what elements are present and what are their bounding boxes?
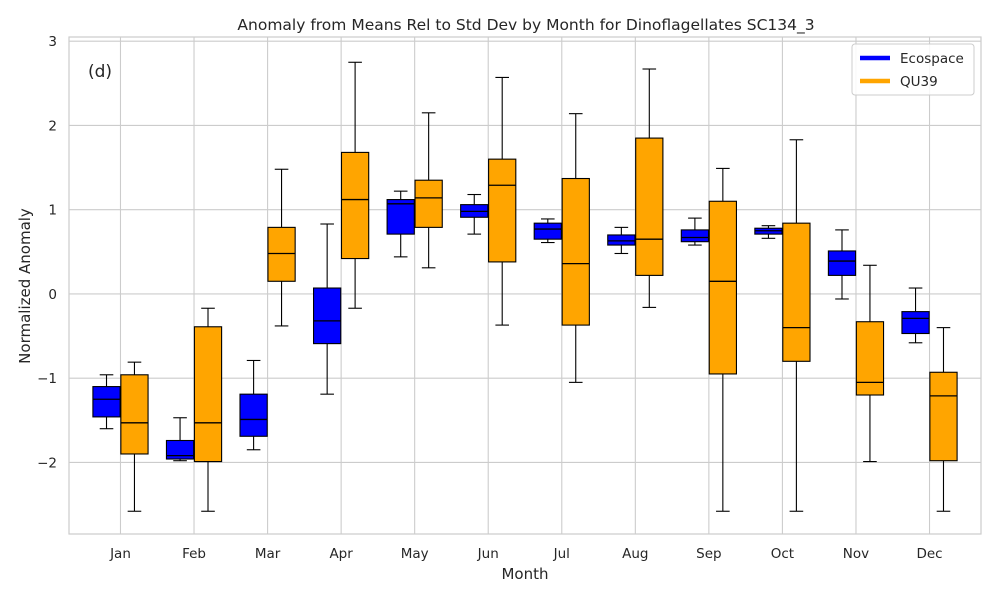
x-tick-label: Jun bbox=[477, 546, 499, 562]
x-tick-label: Aug bbox=[622, 546, 648, 562]
box-qu39-oct bbox=[782, 139, 811, 512]
box-iqr bbox=[120, 374, 149, 455]
box-iqr bbox=[782, 222, 811, 362]
box-ecospace-dec bbox=[901, 287, 930, 344]
boxes bbox=[92, 61, 958, 512]
box-qu39-jul bbox=[561, 113, 590, 383]
y-tick-label: 1 bbox=[48, 203, 57, 219]
box-qu39-aug bbox=[635, 68, 664, 308]
x-tick-label: Jan bbox=[109, 546, 131, 562]
box-iqr bbox=[607, 234, 636, 246]
box-ecospace-mar bbox=[239, 359, 268, 451]
box-qu39-sep bbox=[708, 167, 738, 512]
box-qu39-apr bbox=[340, 61, 370, 309]
box-iqr bbox=[340, 151, 370, 260]
box-qu39-jan bbox=[120, 361, 149, 512]
box-iqr bbox=[193, 326, 223, 463]
y-axis-label: Normalized Anomaly bbox=[16, 208, 34, 364]
box-ecospace-sep bbox=[680, 217, 710, 246]
x-tick-label: Apr bbox=[329, 546, 353, 562]
box-qu39-dec bbox=[929, 327, 958, 512]
x-tick-label: Oct bbox=[771, 546, 794, 562]
x-ticks: Jan Feb Mar Apr May Jun Jul Aug Sep Oct Nov Dec bbox=[109, 546, 943, 562]
box-iqr bbox=[267, 226, 296, 282]
box-qu39-may bbox=[414, 112, 443, 269]
box-iqr bbox=[561, 177, 590, 326]
box-ecospace-jun bbox=[460, 193, 489, 235]
box-qu39-jun bbox=[488, 76, 517, 326]
box-iqr bbox=[680, 229, 710, 243]
chart-title: Anomaly from Means Rel to Std Dev by Mon… bbox=[237, 16, 814, 35]
y-ticks: −2 −1 0 1 2 3 bbox=[37, 34, 57, 471]
box-qu39-feb bbox=[193, 307, 223, 512]
box-ecospace-jul bbox=[533, 218, 562, 244]
x-tick-label: Nov bbox=[843, 546, 869, 562]
x-tick-label: Mar bbox=[255, 546, 281, 562]
y-tick-label: −2 bbox=[37, 455, 57, 471]
y-tick-label: 3 bbox=[48, 34, 57, 50]
box-iqr bbox=[165, 439, 195, 460]
box-ecospace-jan bbox=[92, 374, 121, 430]
box-ecospace-may bbox=[386, 190, 415, 258]
box-iqr bbox=[386, 199, 415, 235]
box-qu39-nov bbox=[855, 264, 885, 463]
y-tick-label: 0 bbox=[48, 287, 57, 303]
box-iqr bbox=[239, 393, 268, 437]
box-iqr bbox=[533, 222, 562, 240]
box-iqr bbox=[708, 200, 738, 375]
box-iqr bbox=[92, 386, 121, 418]
panel-label: (d) bbox=[88, 62, 112, 82]
box-iqr bbox=[414, 179, 443, 228]
legend-label-ecospace: Ecospace bbox=[900, 51, 964, 67]
box-ecospace-nov bbox=[827, 229, 857, 300]
box-iqr bbox=[901, 311, 930, 335]
legend-label-qu39: QU39 bbox=[900, 74, 938, 90]
box-ecospace-aug bbox=[607, 226, 636, 255]
x-tick-label: Sep bbox=[696, 546, 721, 562]
box-iqr bbox=[827, 250, 857, 276]
box-ecospace-oct bbox=[754, 225, 783, 239]
box-iqr bbox=[929, 371, 958, 462]
y-tick-label: −1 bbox=[37, 371, 57, 387]
y-tick-label: 2 bbox=[48, 118, 57, 134]
box-iqr bbox=[855, 321, 885, 396]
x-tick-label: Dec bbox=[916, 546, 942, 562]
box-qu39-mar bbox=[267, 168, 296, 327]
box-ecospace-apr bbox=[312, 223, 342, 395]
x-tick-label: Jul bbox=[553, 546, 570, 562]
box-iqr bbox=[635, 137, 664, 276]
plot-frame bbox=[68, 36, 982, 535]
x-axis-label: Month bbox=[501, 565, 548, 583]
legend: Ecospace QU39 bbox=[851, 43, 975, 96]
box-iqr bbox=[488, 158, 517, 263]
box-iqr bbox=[312, 287, 342, 345]
box-ecospace-feb bbox=[165, 417, 195, 462]
x-tick-label: Feb bbox=[182, 546, 206, 562]
x-tick-label: May bbox=[401, 546, 429, 562]
